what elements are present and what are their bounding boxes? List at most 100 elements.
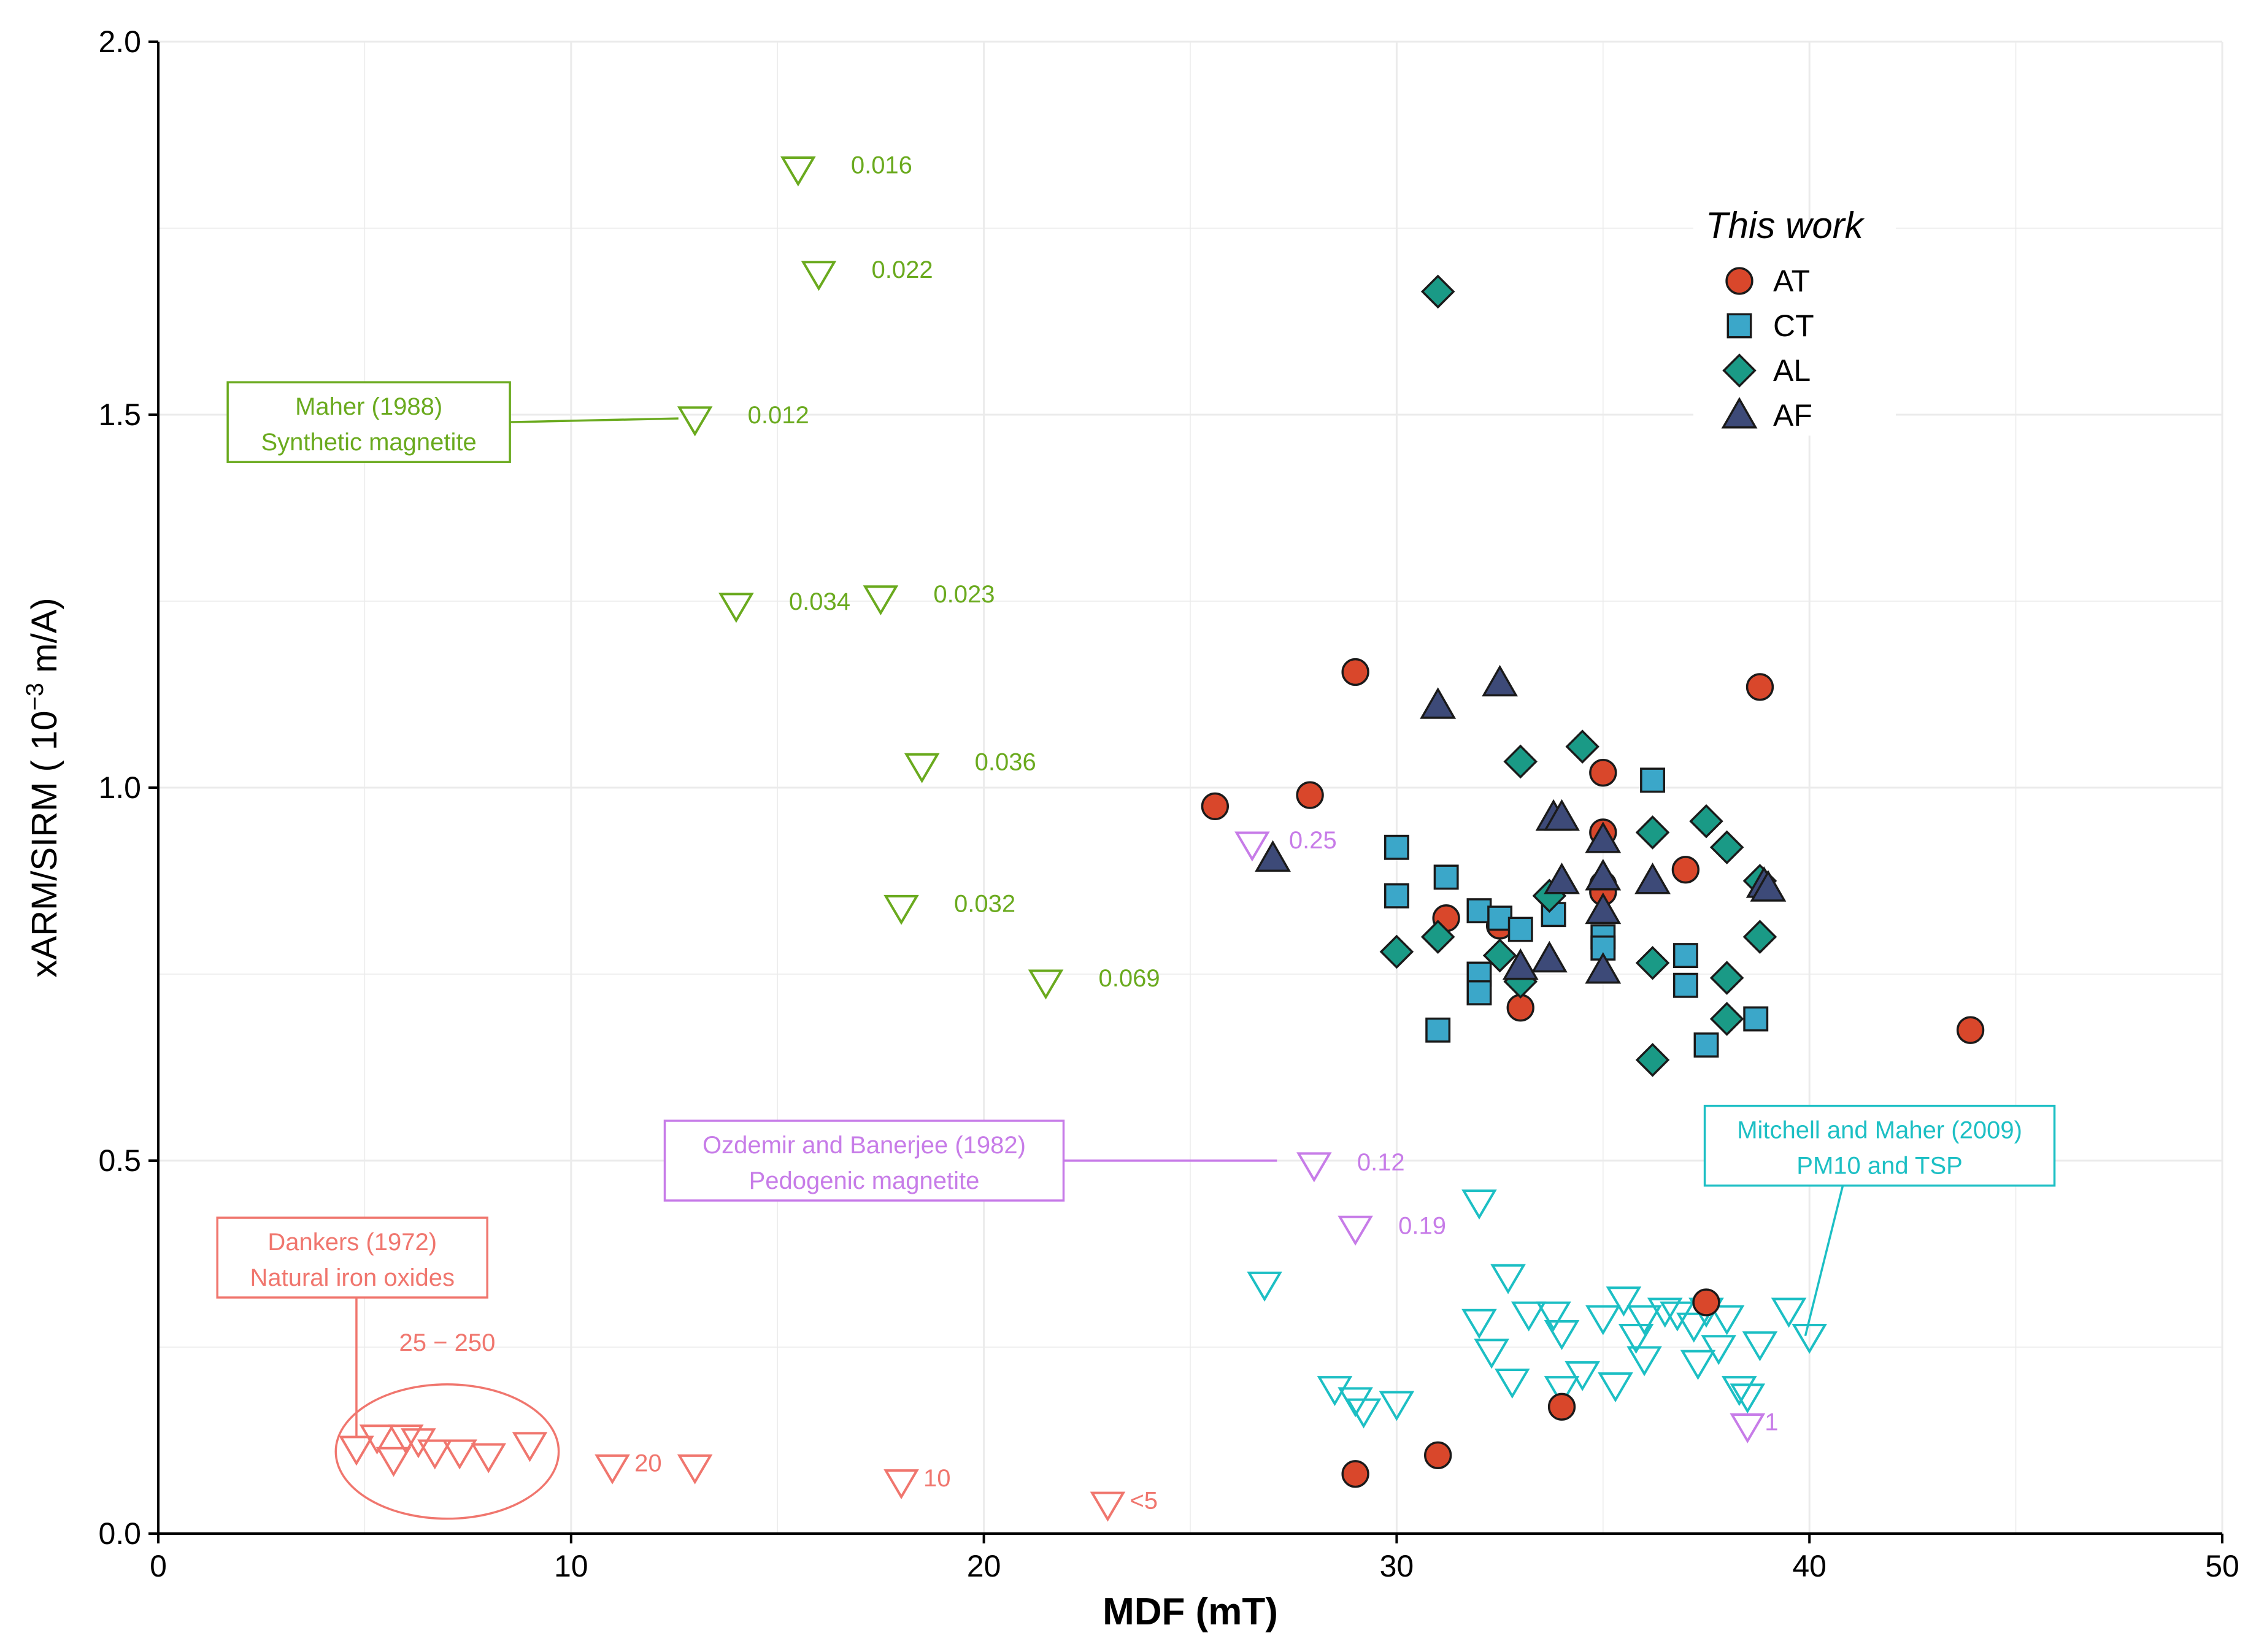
x-tick-label: 20 <box>967 1549 1001 1583</box>
annotation-box-title: Dankers (1972) <box>268 1229 437 1256</box>
data-point-ct <box>1425 1017 1451 1043</box>
legend-marker-ct <box>1726 313 1752 339</box>
data-point-at <box>1341 658 1369 686</box>
data-point-mitchell <box>1701 1335 1736 1366</box>
data-point-al <box>1689 804 1723 839</box>
annotation-box <box>216 1216 488 1299</box>
point-label: 0.023 <box>933 581 995 608</box>
data-point-al <box>1379 934 1414 969</box>
y-tick-label: 0.0 <box>98 1516 141 1551</box>
data-point-maher <box>1028 969 1064 1000</box>
y-axis-title: xARM/SIRM ( 10−3 m/A) <box>21 597 64 977</box>
data-point-mitchell <box>1660 1301 1695 1332</box>
data-point-af <box>1502 948 1539 980</box>
annotation-box-subtitle: Pedogenic magnetite <box>749 1167 980 1194</box>
annotation-box <box>663 1120 1065 1202</box>
legend-label-al: AL <box>1773 353 1811 388</box>
point-label: 0.012 <box>748 402 809 429</box>
data-point-al <box>1635 815 1670 850</box>
data-point-al <box>1709 961 1744 995</box>
data-point-dankers <box>417 1439 453 1470</box>
annotation-box-title: Ozdemir and Banerjee (1982) <box>702 1132 1026 1159</box>
point-label: 1 <box>1765 1409 1778 1436</box>
data-point-dankers <box>375 1446 412 1477</box>
y-axis-title-exponent: −3 <box>21 683 48 711</box>
data-point-af <box>1544 862 1580 894</box>
point-label: 20 <box>634 1450 662 1477</box>
x-tick-label: 30 <box>1380 1549 1414 1583</box>
data-point-at <box>1341 1460 1369 1488</box>
point-label: <5 <box>1130 1487 1158 1514</box>
point-label: 10 <box>923 1465 951 1492</box>
data-point-af <box>1585 892 1622 924</box>
data-point-ct <box>1640 767 1665 793</box>
data-point-ct <box>1693 1032 1719 1058</box>
data-point-mitchell <box>1247 1271 1282 1302</box>
data-point-mitchell <box>1474 1339 1509 1369</box>
legend-title: This work <box>1706 205 1865 246</box>
data-point-al <box>1709 830 1744 865</box>
data-point-af <box>1585 821 1622 853</box>
annotation-box-subtitle: Synthetic magnetite <box>261 429 476 456</box>
annotation-box-subtitle: Natural iron oxides <box>250 1264 455 1291</box>
data-point-al <box>1635 945 1670 980</box>
legend-marker-at <box>1725 267 1753 295</box>
x-tick-label: 0 <box>150 1549 167 1583</box>
data-point-ct <box>1384 883 1409 909</box>
data-point-mitchell <box>1585 1305 1621 1335</box>
y-tick-label: 1.5 <box>98 398 141 432</box>
data-point-mitchell <box>1771 1297 1807 1328</box>
x-tick-label: 50 <box>2205 1549 2239 1583</box>
data-point-maher <box>780 156 816 186</box>
legend-marker-af <box>1721 397 1758 429</box>
data-point-ct <box>1384 834 1409 860</box>
data-point-at <box>1692 1288 1720 1316</box>
data-point-at <box>1746 673 1774 701</box>
data-point-mitchell <box>1544 1376 1580 1407</box>
point-label: 0.069 <box>1099 965 1160 992</box>
data-point-af <box>1482 664 1519 697</box>
data-point-dankers <box>677 1454 713 1485</box>
data-point-al <box>1635 1043 1670 1077</box>
data-point-mitchell <box>1742 1331 1778 1362</box>
point-label: 0.25 <box>1289 827 1337 854</box>
data-point-al <box>1503 744 1538 779</box>
data-point-mitchell <box>1345 1398 1382 1429</box>
data-point-at <box>1671 856 1700 884</box>
data-point-dankers <box>512 1432 548 1462</box>
annotation-box-title: Mitchell and Maher (2009) <box>1737 1117 2022 1144</box>
annotation-box <box>226 381 511 463</box>
legend-label-at: AT <box>1773 264 1810 298</box>
data-point-ozdemir <box>1338 1215 1373 1246</box>
data-point-mitchell <box>1317 1376 1353 1407</box>
data-point-ct <box>1743 1006 1769 1032</box>
legend-label-ct: CT <box>1773 309 1814 343</box>
point-label: 0.12 <box>1357 1149 1405 1176</box>
data-point-mitchell <box>1565 1361 1600 1391</box>
data-point-mitchell <box>1618 1324 1654 1354</box>
x-axis-title: MDF (mT) <box>1103 1591 1278 1633</box>
data-point-mitchell <box>1544 1320 1580 1350</box>
data-point-af <box>1585 951 1622 984</box>
data-point-mitchell <box>1536 1301 1571 1332</box>
data-point-ct <box>1507 916 1533 942</box>
data-point-ct <box>1673 972 1698 998</box>
data-point-mitchell <box>1511 1301 1547 1332</box>
data-point-mitchell <box>1626 1346 1662 1377</box>
annotation-leader-line <box>510 417 679 423</box>
data-point-ct <box>1466 980 1492 1005</box>
data-point-af <box>1585 858 1622 891</box>
data-point-mitchell <box>1676 1312 1712 1343</box>
data-point-mitchell <box>1626 1305 1662 1335</box>
data-point-mitchell <box>1647 1297 1683 1328</box>
data-point-dankers <box>339 1435 374 1466</box>
annotation-leader-line <box>1804 1185 1844 1337</box>
point-label: 0.022 <box>871 256 933 283</box>
data-point-ct <box>1433 864 1459 890</box>
data-point-mitchell <box>1338 1387 1373 1418</box>
data-point-at <box>1506 994 1534 1022</box>
legend-marker-al <box>1722 353 1757 388</box>
data-point-maher <box>904 753 940 783</box>
data-point-af <box>1634 862 1671 894</box>
